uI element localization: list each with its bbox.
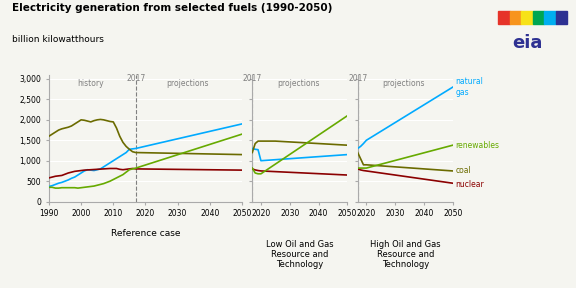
Text: 2017: 2017: [242, 73, 262, 83]
Text: billion kilowatthours: billion kilowatthours: [12, 35, 104, 43]
Text: projections: projections: [277, 79, 320, 88]
Text: Electricity generation from selected fuels (1990-2050): Electricity generation from selected fue…: [12, 3, 332, 13]
Bar: [533, 11, 544, 24]
Text: history: history: [77, 79, 104, 88]
Text: renewables: renewables: [456, 141, 499, 150]
Bar: [510, 11, 521, 24]
Text: Low Oil and Gas
Resource and
Technology: Low Oil and Gas Resource and Technology: [266, 240, 334, 269]
Text: coal: coal: [456, 166, 471, 175]
Text: 2017: 2017: [126, 73, 145, 83]
Text: projections: projections: [382, 79, 425, 88]
Bar: [544, 11, 556, 24]
Bar: [521, 11, 533, 24]
Text: eia: eia: [512, 35, 543, 52]
Bar: [498, 11, 510, 24]
Text: projections: projections: [166, 79, 209, 88]
Text: natural
gas: natural gas: [456, 77, 483, 97]
Text: nuclear: nuclear: [456, 179, 484, 189]
Bar: [556, 11, 567, 24]
Text: 2017: 2017: [348, 73, 367, 83]
Text: Reference case: Reference case: [111, 230, 180, 238]
Text: High Oil and Gas
Resource and
Technology: High Oil and Gas Resource and Technology: [370, 240, 441, 269]
